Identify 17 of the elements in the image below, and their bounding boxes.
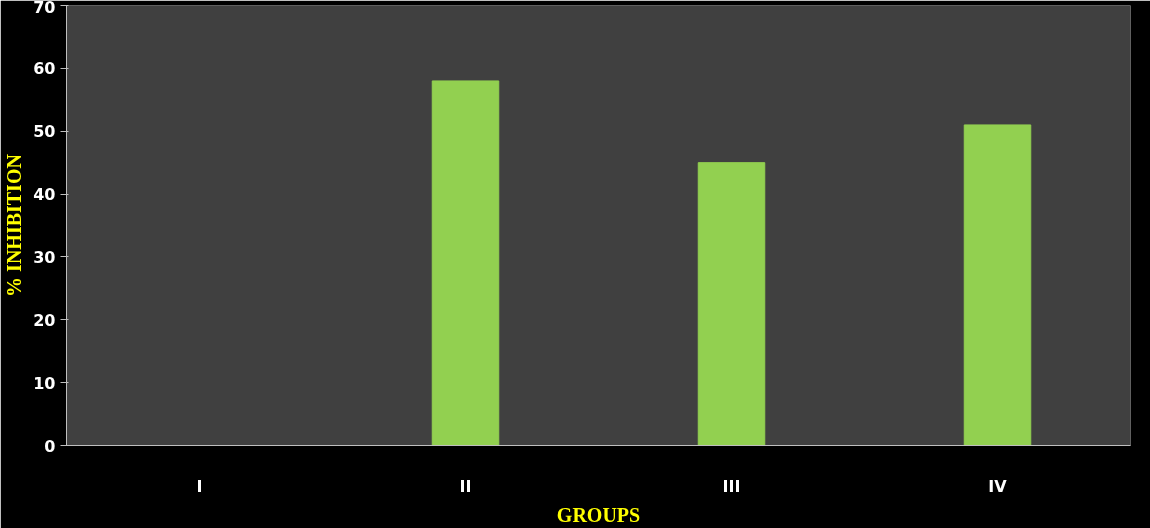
y-tick-label: 30: [33, 247, 56, 267]
y-tick-label: 0: [44, 436, 56, 456]
bar: [431, 80, 500, 446]
y-tick-label: 70: [33, 0, 56, 17]
x-tick-label: III: [722, 476, 741, 496]
y-tick-label: 60: [33, 59, 56, 79]
y-tick-label: 50: [33, 122, 56, 142]
y-axis-title: % INHIBITION: [3, 153, 26, 297]
x-tick-label: I: [196, 476, 203, 496]
bar: [697, 162, 766, 446]
x-tick-label: IV: [988, 476, 1008, 496]
y-tick-label: 20: [33, 310, 56, 330]
y-tick-label: 10: [33, 373, 56, 393]
x-tick-label: II: [459, 476, 472, 496]
bar: [963, 124, 1032, 446]
x-axis-title: GROUPS: [556, 503, 641, 526]
y-tick-label: 40: [33, 185, 56, 205]
